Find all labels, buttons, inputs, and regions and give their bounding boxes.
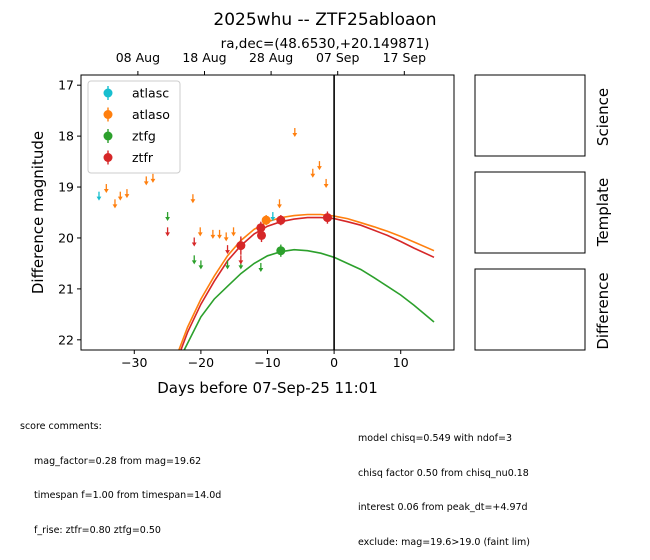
y-tick-label: 22 xyxy=(58,332,74,347)
limit-arrow-atlaso xyxy=(190,199,196,204)
top-tick-label: 17 Sep xyxy=(383,50,427,65)
model-comment-line: interest 0.06 from peak_dt=+4.97d xyxy=(358,502,528,513)
limit-arrow-atlasc xyxy=(96,196,102,201)
x-tick-label: −30 xyxy=(121,355,147,370)
top-tick-label: 28 Aug xyxy=(249,50,293,65)
template-panel: Template xyxy=(474,171,612,254)
limit-arrow-ztfr xyxy=(191,242,197,247)
y-tick-label: 18 xyxy=(58,129,74,144)
point-ztfr xyxy=(256,223,266,233)
point-ztfr xyxy=(276,215,286,225)
figure-canvas: 2025whu -- ZTF25abloaon ra,dec=(48.6530,… xyxy=(29,10,612,397)
limit-arrow-ztfr xyxy=(238,260,244,265)
limit-arrow-atlasc xyxy=(270,217,276,222)
x-tick-label: −20 xyxy=(188,355,214,370)
y-axis-label: Difference magnitude xyxy=(29,131,47,294)
limit-arrow-atlaso xyxy=(317,166,322,171)
limit-arrow-ztfr xyxy=(225,250,230,255)
legend-label-ztfg: ztfg xyxy=(132,129,156,144)
limit-arrow-ztfg xyxy=(225,265,230,270)
model-comments: model chisq=0.549 with ndof=3 chisq fact… xyxy=(358,410,530,560)
legend-marker-ztfg xyxy=(103,131,113,141)
data-marks xyxy=(96,128,332,272)
difference-label: Difference xyxy=(594,272,612,349)
model-curves xyxy=(178,213,435,350)
top-tick-label: 08 Aug xyxy=(116,50,160,65)
limit-arrow-ztfg xyxy=(191,260,197,265)
legend-label-atlaso: atlaso xyxy=(132,107,170,122)
x-tick-label: 10 xyxy=(393,355,409,370)
model-curve-ztfr xyxy=(180,216,435,350)
legend-box xyxy=(87,80,181,174)
limit-arrow-atlaso xyxy=(223,237,229,242)
legend-label-ztfr: ztfr xyxy=(132,150,154,165)
limit-arrow-atlaso xyxy=(217,234,222,239)
top-tick-label: 07 Sep xyxy=(316,50,360,65)
x-tick-label: 0 xyxy=(330,355,338,370)
score-comments-heading: score comments: xyxy=(20,421,102,432)
limit-arrow-atlaso xyxy=(277,204,282,209)
legend: atlasc atlaso ztfg ztfr xyxy=(87,80,181,174)
y-tick-label: 19 xyxy=(58,180,74,195)
limit-arrow-ztfg xyxy=(258,267,264,272)
legend-marker-atlaso xyxy=(103,110,113,119)
science-panel: Science xyxy=(474,74,612,157)
model-curve-ztfg xyxy=(183,248,435,350)
point-ztfr xyxy=(257,230,267,240)
point-ztfr xyxy=(236,241,246,251)
limit-arrow-ztfr xyxy=(165,232,170,237)
model-comment-line: model chisq=0.549 with ndof=3 xyxy=(358,433,513,444)
template-label: Template xyxy=(594,178,612,247)
limit-arrow-ztfg xyxy=(165,217,170,222)
limit-arrow-atlaso xyxy=(323,183,329,188)
score-comments: score comments: mag_factor=0.28 from mag… xyxy=(20,398,221,548)
score-comment-line: mag_factor=0.28 from mag=19.62 xyxy=(34,455,202,467)
limit-arrow-atlaso xyxy=(112,204,118,209)
legend-marker-ztfr xyxy=(103,153,113,162)
point-atlaso xyxy=(261,215,271,225)
score-comment-line: timespan f=1.00 from timespan=14.0d xyxy=(34,490,222,501)
y-tick-label: 17 xyxy=(58,78,74,93)
science-label: Science xyxy=(594,88,612,146)
model-comment-line: chisq factor 0.50 from chisq_nu0.18 xyxy=(358,467,529,479)
limit-arrow-atlaso xyxy=(231,232,236,237)
limit-arrow-atlaso xyxy=(103,189,109,194)
limit-arrow-atlaso xyxy=(124,194,130,199)
chart-title: 2025whu -- ZTF25abloaon xyxy=(213,10,436,30)
legend-label-atlasc: atlasc xyxy=(132,86,169,101)
plot-area: −30 −20 −10 0 10 08 Aug 18 Aug 28 Aug 07 Sep 17 S… xyxy=(29,50,455,397)
chart-subtitle: ra,dec=(48.6530,+20.149871) xyxy=(221,36,430,52)
top-tick-label: 18 Aug xyxy=(182,50,226,65)
limit-arrow-atlaso xyxy=(143,181,149,186)
limit-arrow-atlaso xyxy=(197,232,203,237)
limit-arrow-atlaso xyxy=(117,196,123,201)
limit-arrow-atlaso xyxy=(150,178,156,183)
model-curve-atlaso xyxy=(178,213,435,350)
y-tick-label: 20 xyxy=(58,230,74,245)
difference-panel: Difference xyxy=(474,268,612,351)
point-ztfg xyxy=(276,246,286,256)
axes: −30 −20 −10 0 10 08 Aug 18 Aug 28 Aug 07 Sep 17 S… xyxy=(58,50,426,370)
point-ztfr xyxy=(322,213,332,223)
limit-arrow-atlaso xyxy=(310,173,316,178)
model-comment-line: exclude: mag=19.6>19.0 (faint lim) xyxy=(358,536,530,548)
limit-arrow-ztfg xyxy=(198,265,204,270)
score-comment-line: f_rise: ztfr=0.80 ztfg=0.50 xyxy=(34,524,161,536)
x-axis-label: Days before 07-Sep-25 11:01 xyxy=(157,379,378,397)
y-tick-label: 21 xyxy=(58,281,74,296)
limit-arrow-atlaso xyxy=(292,133,298,138)
limit-arrow-atlaso xyxy=(210,234,216,239)
x-tick-label: −10 xyxy=(254,355,280,370)
legend-marker-atlasc xyxy=(103,88,113,98)
limit-arrow-ztfg xyxy=(238,265,244,270)
